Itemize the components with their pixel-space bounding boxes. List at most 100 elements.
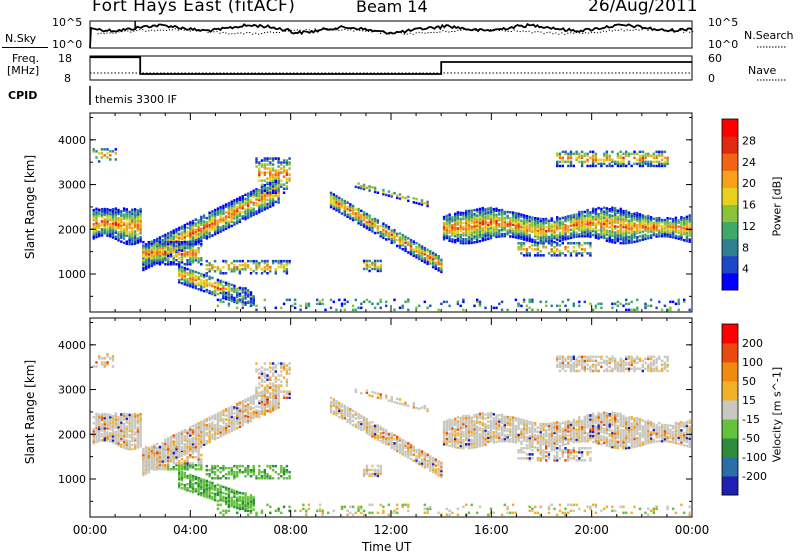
power-cell [534, 231, 537, 234]
power-cell [269, 203, 272, 206]
power-cell [191, 221, 195, 225]
power-cell [578, 252, 581, 255]
power-cell [525, 304, 529, 308]
velocity-cell [202, 433, 206, 436]
power-cell [136, 237, 140, 240]
power-cell [161, 242, 164, 246]
velocity-cell [233, 412, 236, 415]
power-cell [622, 236, 625, 239]
velocity-cell [180, 454, 184, 457]
velocity-cell [111, 427, 115, 430]
power-cell [671, 236, 675, 239]
power-cell [236, 209, 239, 213]
power-cell [522, 242, 526, 245]
power-cell [470, 213, 473, 216]
velocity-cell [144, 458, 148, 461]
power-cell [197, 219, 200, 222]
velocity-cell [161, 458, 164, 461]
power-cell [180, 269, 184, 273]
velocity-cell [222, 411, 225, 415]
power-cell [462, 217, 465, 221]
velocity-cell [211, 491, 214, 495]
power-cell [594, 214, 598, 217]
power-cell [227, 214, 231, 217]
power-cell [627, 154, 631, 158]
noise-search-point [605, 31, 607, 33]
freq-tick-bottom: 8 [64, 72, 71, 85]
velocity-cell [122, 444, 126, 448]
velocity-cell [95, 428, 98, 432]
velocity-cell [172, 445, 175, 449]
power-cell [569, 254, 573, 257]
power-cell [473, 217, 476, 220]
power-cell [255, 198, 258, 201]
velocity-cell [180, 436, 184, 439]
power-cell [120, 216, 123, 219]
velocity-cell [95, 365, 98, 368]
power-cell [633, 240, 636, 244]
power-cell [649, 234, 653, 237]
power-cell [332, 300, 335, 304]
power-cell [175, 230, 178, 233]
velocity-cell [98, 415, 101, 419]
velocity-cell [133, 423, 137, 426]
power-cell [180, 242, 184, 246]
power-cell [114, 148, 117, 151]
velocity-cell [211, 466, 214, 470]
noise-search-point [442, 30, 444, 32]
power-cell [183, 255, 186, 258]
power-cell [277, 195, 280, 198]
power-cell [236, 289, 239, 293]
power-cell [616, 162, 620, 166]
velocity-cell [260, 511, 264, 515]
power-cell [492, 212, 495, 215]
velocity-cell [186, 449, 189, 453]
noise-search-point [240, 32, 242, 34]
power-cell [396, 232, 399, 236]
power-cell [398, 244, 402, 247]
power-cell [164, 239, 167, 243]
power-cell [183, 238, 186, 241]
power-cell [476, 228, 479, 231]
power-cell [98, 226, 101, 230]
power-cell [211, 228, 214, 231]
power-cell [586, 218, 589, 222]
power-cell [680, 230, 683, 233]
power-cell [476, 208, 479, 211]
power-cell [142, 268, 145, 272]
power-cell [260, 163, 264, 166]
power-cell [608, 238, 611, 241]
power-cell [249, 272, 253, 275]
velocity-cell [120, 423, 123, 426]
velocity-cell [213, 477, 217, 480]
power-cell [503, 234, 506, 238]
power-cell [139, 207, 142, 211]
velocity-cell [205, 483, 208, 487]
power-cell [125, 242, 128, 245]
power-cell [434, 261, 437, 264]
velocity-cell [183, 471, 186, 475]
power-cell [340, 302, 344, 306]
power-cell [511, 227, 515, 230]
velocity-cell [106, 433, 109, 436]
power-cell [476, 234, 479, 237]
power-cell [630, 219, 633, 222]
velocity-cell [200, 436, 203, 440]
power-cell [580, 216, 584, 220]
power-cell [666, 233, 669, 236]
power-cell [216, 284, 220, 288]
power-cell [404, 245, 407, 249]
power-cell [398, 193, 402, 196]
power-cell [531, 308, 534, 312]
power-cell [586, 223, 589, 226]
power-cell [420, 259, 424, 262]
velocity-cell [120, 429, 123, 432]
power-cell [92, 233, 95, 236]
power-cell [531, 230, 534, 233]
power-cell [175, 236, 178, 239]
power-cell [660, 230, 664, 234]
power-cell [299, 304, 302, 308]
velocity-cell [260, 398, 264, 401]
power-cell [473, 223, 476, 226]
power-cell [365, 222, 369, 226]
